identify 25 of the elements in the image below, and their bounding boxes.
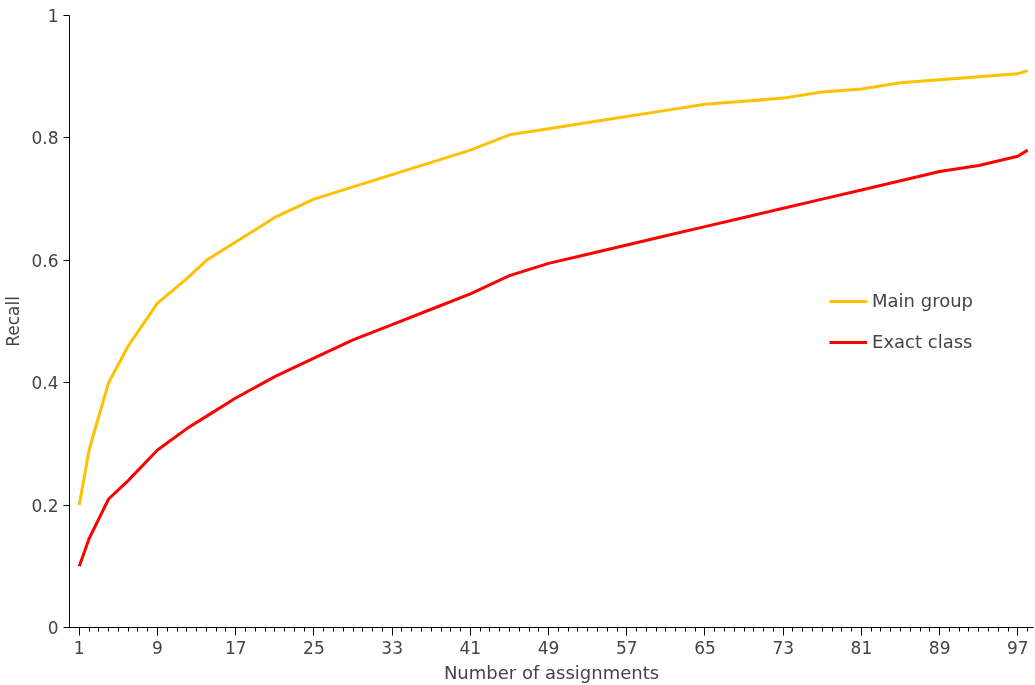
x-tick-label: 57: [615, 637, 638, 658]
y-tick-label: 0.4: [31, 373, 59, 394]
x-axis-title: Number of assignments: [443, 661, 660, 683]
line-series: [77, 69, 1030, 507]
x-tick-label: 73: [772, 637, 795, 658]
x-tick-label: 97: [1007, 637, 1029, 658]
x-tick-label: 1: [73, 637, 85, 658]
y-tick-label: 0.8: [31, 128, 59, 149]
x-tick-label: 33: [381, 637, 403, 658]
x-tick-label: 41: [459, 637, 482, 658]
legend-label: Main group: [872, 290, 973, 311]
x-tick-label: 81: [850, 637, 873, 658]
y-tick-label: 0: [47, 618, 59, 638]
x-tick-label: 25: [303, 637, 325, 658]
y-tick-label: 1: [47, 6, 59, 26]
x-tick-label: 89: [928, 637, 951, 658]
legend-label: Exact class: [872, 331, 973, 352]
y-tick-label: 0.2: [31, 495, 59, 516]
x-tick-label: 49: [537, 637, 560, 658]
line-series: [77, 148, 1030, 568]
x-tick-label: 65: [694, 637, 716, 658]
y-tick-label: 0.6: [31, 250, 59, 271]
x-tick-label: 9: [152, 637, 163, 658]
x-tick-label: 17: [224, 637, 247, 658]
y-axis-title: Recall: [3, 296, 24, 347]
